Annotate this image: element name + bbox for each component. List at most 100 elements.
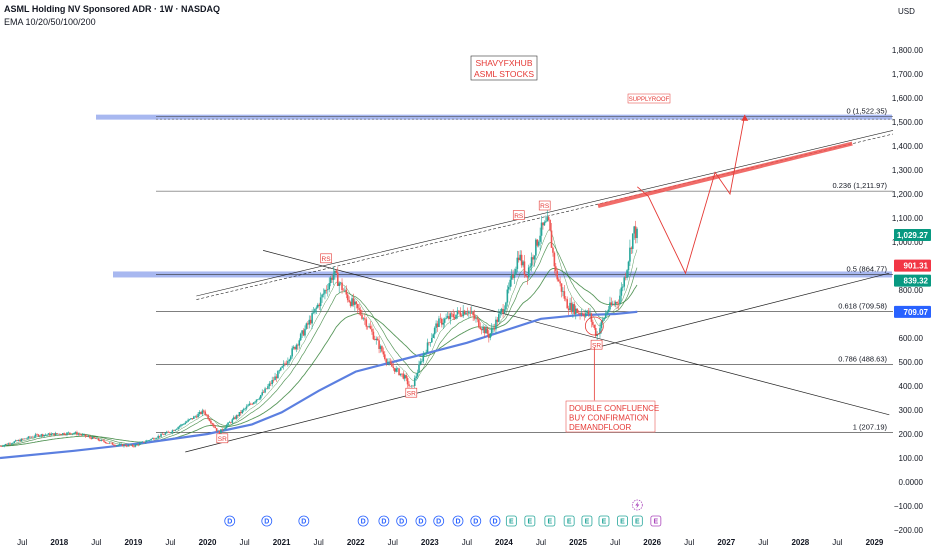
candle-body <box>413 378 416 386</box>
candle-body <box>634 226 637 239</box>
candle-body <box>123 444 125 447</box>
event-glyph: E <box>585 519 590 526</box>
x-tick-label: 2023 <box>421 538 439 547</box>
y-tick-label: 100.00 <box>899 454 924 463</box>
candle-body <box>610 302 613 306</box>
candle-body <box>16 440 18 441</box>
candle-body <box>258 398 261 400</box>
candle-body <box>265 388 268 390</box>
event-glyph: E <box>620 519 625 526</box>
x-tick-label: Jul <box>684 538 694 547</box>
candle-body <box>284 363 286 365</box>
candle-body <box>278 370 281 372</box>
candle-body <box>73 432 75 434</box>
candle-body <box>533 255 536 260</box>
y-axis[interactable]: 1,800.00 1,700.00 1,600.00 1,500.00 1,400.00… <box>892 46 931 535</box>
y-tick-label: 1,300.00 <box>892 166 924 175</box>
currency-label[interactable]: USD <box>898 7 915 16</box>
candle-body <box>493 328 496 330</box>
dividend-event[interactable]: D <box>224 515 236 527</box>
candle-body <box>623 277 626 287</box>
dividend-event[interactable]: D <box>452 515 464 527</box>
earnings-event[interactable]: E <box>524 515 536 527</box>
candle-body <box>365 319 368 327</box>
dividend-event[interactable]: D <box>378 515 390 527</box>
candle-body <box>421 361 423 362</box>
ema-200-line <box>0 310 638 460</box>
dividend-event[interactable]: D <box>433 515 445 527</box>
earnings-event[interactable]: E <box>581 515 593 527</box>
event-circle <box>470 515 482 527</box>
dividend-event[interactable]: D <box>470 515 482 527</box>
candle-body <box>232 417 235 420</box>
candle-body <box>134 444 137 447</box>
dividend-event[interactable]: D <box>396 515 408 527</box>
candle-body <box>419 361 422 365</box>
earnings-event[interactable]: E <box>631 515 643 527</box>
candle-body <box>177 427 179 429</box>
candle-body <box>117 445 120 446</box>
candle-body <box>184 422 187 425</box>
candle-body <box>465 312 467 315</box>
marker-sr: SR <box>405 387 418 398</box>
earnings-event[interactable]: E <box>505 515 517 527</box>
earnings_future-event[interactable]: E <box>650 515 662 527</box>
dividend-event[interactable]: D <box>415 515 427 527</box>
earnings-event[interactable]: E <box>544 515 556 527</box>
earnings-event[interactable]: E <box>563 515 575 527</box>
indicator-legend[interactable]: EMA 10/20/50/100/200 <box>4 17 96 27</box>
candle-body <box>10 443 13 445</box>
candle-body <box>392 366 395 369</box>
candle-body <box>307 323 309 325</box>
candle-body <box>218 430 221 434</box>
fib-label: 0.236 (1,211.97) <box>833 181 888 190</box>
candle-body <box>576 308 578 313</box>
candle-body <box>311 313 313 324</box>
candle-body <box>631 233 634 249</box>
candle-body <box>573 304 576 315</box>
price-tag-label: 901.31 <box>904 262 929 271</box>
candle-body <box>593 324 596 328</box>
candle-body <box>74 432 77 433</box>
event-glyph: D <box>473 519 478 526</box>
confluence-circle <box>584 316 604 336</box>
y-tick-label: 1,500.00 <box>892 118 924 127</box>
candle-body <box>247 405 249 407</box>
dividend-event[interactable]: D <box>261 515 273 527</box>
y-tick-label: 1,600.00 <box>892 94 924 103</box>
candle-body <box>326 289 329 291</box>
candle-body <box>53 433 55 436</box>
candle-body <box>317 304 319 308</box>
candle-body <box>476 318 479 320</box>
event-glyph: D <box>418 519 423 526</box>
candle-body <box>297 344 299 346</box>
candle-body <box>271 379 274 385</box>
candle-body <box>76 432 78 435</box>
candle-body <box>399 373 402 376</box>
ema-50-line <box>0 267 638 447</box>
price-tag: 1,029.27 <box>894 228 931 241</box>
dividend-event[interactable]: D <box>489 515 501 527</box>
earnings-event[interactable]: E <box>598 515 610 527</box>
dividend-event[interactable]: D <box>357 515 369 527</box>
candle-body <box>393 368 396 372</box>
candle-body <box>507 286 510 290</box>
candle-body <box>627 261 630 271</box>
candle-body <box>566 299 569 309</box>
event-circle <box>452 515 464 527</box>
trendlines-layer <box>156 118 894 453</box>
candle-body <box>127 444 130 447</box>
candle-body <box>261 392 264 396</box>
candle-body <box>624 277 627 279</box>
marker-box <box>590 339 603 350</box>
dividend-event[interactable]: D <box>298 515 310 527</box>
x-axis[interactable]: Jul 2018 Jul 2019 Jul 2020 Jul 2021 Jul 2022 Jul 20… <box>17 538 884 547</box>
candle-body <box>116 445 118 446</box>
earnings-event[interactable]: E <box>617 515 628 527</box>
candle-body <box>148 440 151 441</box>
supplyroof-box <box>627 93 671 104</box>
candle-body <box>309 319 312 324</box>
y-tick-label: 1,200.00 <box>892 190 924 199</box>
